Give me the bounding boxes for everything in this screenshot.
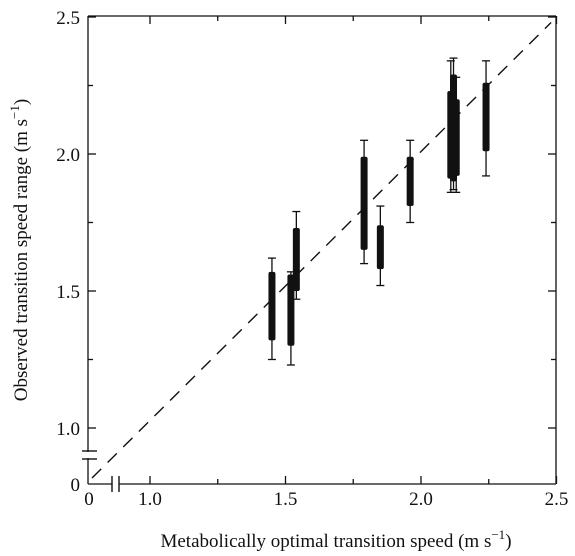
identity-line bbox=[91, 21, 552, 479]
y-zero-label: 0 bbox=[71, 475, 81, 496]
range-8 bbox=[452, 76, 461, 194]
range-box-0 bbox=[268, 271, 276, 341]
x-axis-title: Metabolically optimal transition speed (… bbox=[160, 527, 511, 552]
x-axis-title-sup: −1 bbox=[491, 527, 505, 542]
y-tick-label-2: 2.0 bbox=[56, 145, 80, 166]
y-axis-title-sup: −1 bbox=[7, 105, 22, 119]
x-tick-label-2: 2.0 bbox=[409, 489, 433, 510]
x-axis-title-text: Metabolically optimal transition speed (… bbox=[160, 531, 491, 552]
range-5 bbox=[406, 139, 415, 224]
x-zero-label: 0 bbox=[84, 489, 94, 510]
ranges bbox=[267, 57, 491, 366]
x-tick-label-1: 1.5 bbox=[274, 489, 298, 510]
range-3 bbox=[360, 139, 369, 265]
range-box-4 bbox=[376, 225, 384, 270]
y-axis-title: Observed transition speed range (m s−1) bbox=[7, 99, 32, 401]
range-box-1 bbox=[287, 274, 295, 346]
y-tick-label-1: 1.5 bbox=[56, 282, 80, 303]
y-axis-title-text: Observed transition speed range (m s bbox=[11, 119, 32, 401]
range-box-9 bbox=[482, 82, 490, 152]
range-4 bbox=[376, 205, 385, 287]
y-tick-label-0: 1.0 bbox=[56, 419, 80, 440]
range-box-2 bbox=[292, 227, 300, 291]
range-box-5 bbox=[406, 156, 414, 207]
y-axis-break-gap bbox=[82, 452, 94, 458]
range-2 bbox=[292, 210, 301, 300]
range-box-3 bbox=[360, 156, 368, 250]
x-ticks: 1.0 1.5 2.0 2.5 bbox=[138, 16, 568, 510]
y-axis-title-end: ) bbox=[11, 99, 32, 105]
x-tick-label-3: 2.5 bbox=[545, 489, 569, 510]
x-tick-label-0: 1.0 bbox=[138, 489, 162, 510]
x-axis-title-end: ) bbox=[505, 531, 511, 552]
x-axis-break-gap bbox=[112, 478, 119, 490]
range-box-8 bbox=[452, 99, 460, 176]
range-0 bbox=[267, 257, 276, 361]
y-ticks: 1.0 1.5 2.0 2.5 bbox=[56, 8, 556, 440]
range-9 bbox=[482, 60, 491, 177]
y-tick-label-3: 2.5 bbox=[56, 8, 80, 29]
